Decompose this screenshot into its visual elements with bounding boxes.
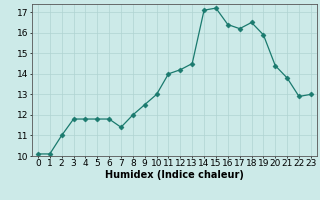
X-axis label: Humidex (Indice chaleur): Humidex (Indice chaleur) (105, 170, 244, 180)
